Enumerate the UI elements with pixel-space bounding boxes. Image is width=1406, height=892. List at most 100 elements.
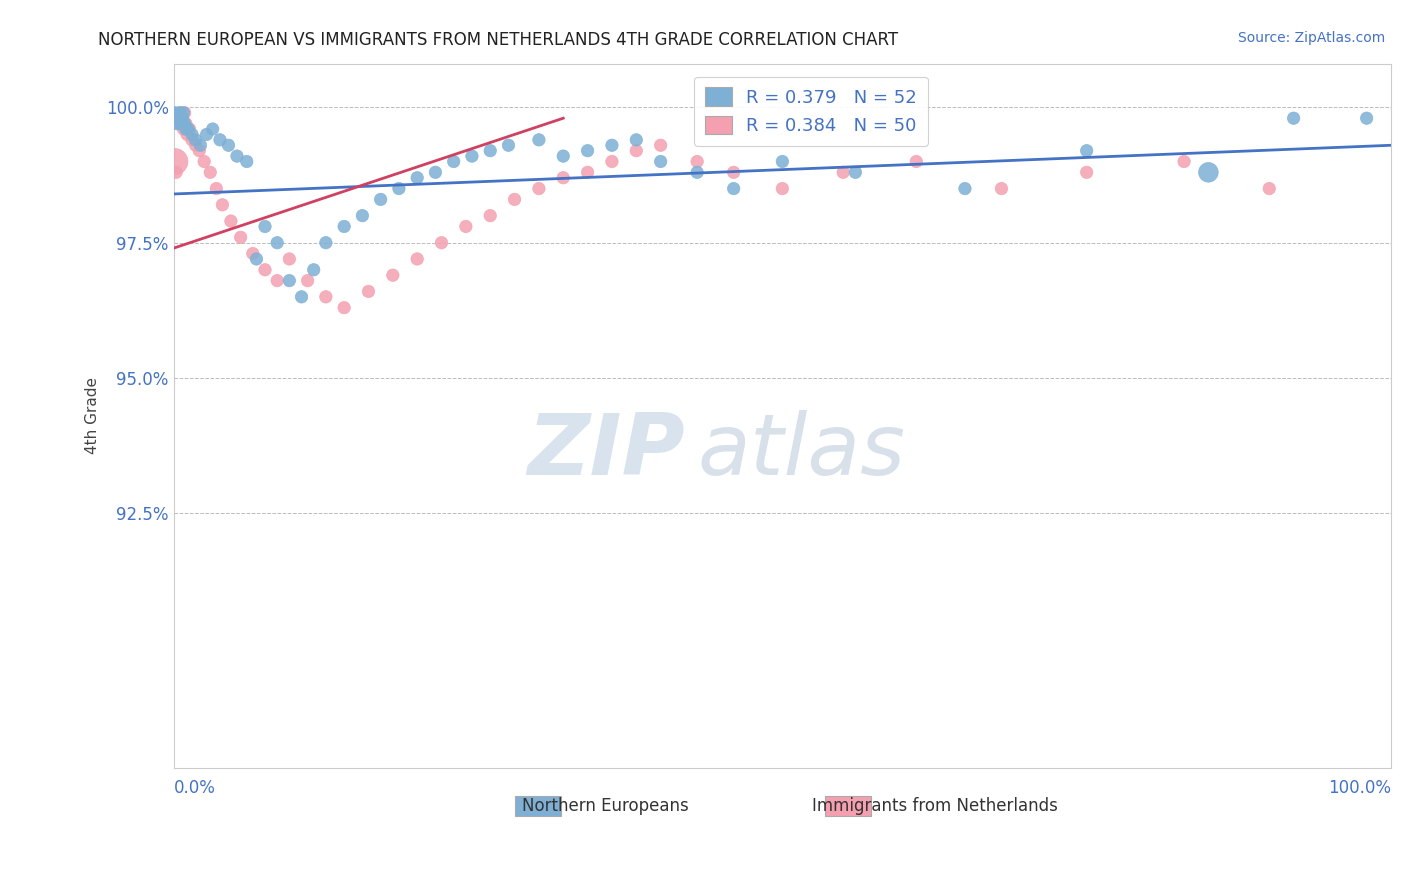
Point — [576, 165, 599, 179]
Point — [832, 165, 855, 179]
Point — [179, 122, 201, 136]
Point — [174, 117, 197, 131]
Point — [167, 112, 190, 126]
Point — [172, 105, 194, 120]
Point — [990, 181, 1012, 195]
Point — [576, 144, 599, 158]
Point — [169, 105, 191, 120]
Point — [200, 165, 222, 179]
Point — [600, 138, 623, 153]
Text: Source: ZipAtlas.com: Source: ZipAtlas.com — [1237, 31, 1385, 45]
Point — [553, 149, 575, 163]
Point — [266, 235, 288, 250]
Point — [193, 154, 215, 169]
Point — [1197, 165, 1219, 179]
FancyBboxPatch shape — [515, 796, 561, 815]
Point — [174, 122, 197, 136]
Point — [686, 165, 709, 179]
Point — [172, 112, 194, 126]
Point — [166, 117, 188, 131]
Point — [315, 235, 337, 250]
Point — [406, 252, 429, 266]
Point — [388, 181, 411, 195]
Point — [430, 235, 453, 250]
Point — [181, 133, 204, 147]
Point — [163, 105, 186, 120]
Point — [650, 154, 672, 169]
Point — [278, 274, 301, 288]
Point — [723, 181, 745, 195]
Point — [333, 219, 356, 234]
Point — [169, 105, 191, 120]
Point — [527, 181, 550, 195]
Point — [315, 290, 337, 304]
Point — [600, 154, 623, 169]
Point — [201, 122, 224, 136]
Point — [357, 285, 380, 299]
Point — [236, 154, 259, 169]
Text: 100.0%: 100.0% — [1329, 779, 1391, 797]
Point — [218, 138, 240, 153]
Point — [166, 117, 188, 131]
Point — [167, 112, 190, 126]
Point — [229, 230, 252, 244]
Point — [406, 170, 429, 185]
Point — [190, 138, 212, 153]
Point — [205, 181, 228, 195]
Point — [266, 274, 288, 288]
Point — [553, 170, 575, 185]
Point — [188, 144, 211, 158]
Point — [163, 154, 186, 169]
Point — [498, 138, 520, 153]
Point — [184, 138, 207, 153]
Point — [211, 198, 233, 212]
Point — [370, 193, 392, 207]
Point — [479, 144, 502, 158]
Point — [245, 252, 267, 266]
Point — [333, 301, 356, 315]
Point — [352, 209, 374, 223]
Point — [176, 128, 198, 142]
Point — [905, 154, 928, 169]
Text: atlas: atlas — [697, 409, 905, 492]
Point — [479, 209, 502, 223]
Point — [844, 165, 866, 179]
Point — [170, 117, 193, 131]
Point — [177, 122, 200, 136]
Point — [770, 154, 793, 169]
Legend: R = 0.379   N = 52, R = 0.384   N = 50: R = 0.379 N = 52, R = 0.384 N = 50 — [695, 77, 928, 146]
Point — [290, 290, 312, 304]
Point — [626, 133, 648, 147]
Text: Immigrants from Netherlands: Immigrants from Netherlands — [811, 797, 1057, 815]
Point — [443, 154, 465, 169]
Point — [302, 262, 325, 277]
Point — [461, 149, 484, 163]
Point — [1258, 181, 1281, 195]
Point — [503, 193, 526, 207]
Point — [527, 133, 550, 147]
Point — [686, 154, 709, 169]
Point — [253, 219, 276, 234]
Point — [953, 181, 976, 195]
Text: ZIP: ZIP — [527, 409, 685, 492]
Point — [170, 117, 193, 131]
Point — [650, 138, 672, 153]
Text: 0.0%: 0.0% — [174, 779, 215, 797]
Point — [181, 128, 204, 142]
Point — [454, 219, 477, 234]
Point — [172, 122, 194, 136]
Point — [208, 133, 231, 147]
Point — [165, 165, 187, 179]
Point — [165, 112, 187, 126]
Point — [425, 165, 447, 179]
Point — [219, 214, 242, 228]
FancyBboxPatch shape — [825, 796, 872, 815]
Point — [172, 112, 194, 126]
Y-axis label: 4th Grade: 4th Grade — [86, 377, 100, 454]
Point — [1076, 165, 1098, 179]
Point — [723, 165, 745, 179]
Point — [1282, 112, 1305, 126]
Point — [626, 144, 648, 158]
Point — [1076, 144, 1098, 158]
Point — [1173, 154, 1195, 169]
